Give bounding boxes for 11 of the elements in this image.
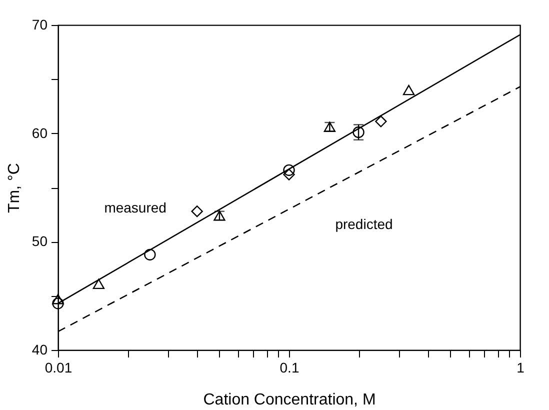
x-tick-label: 0.01	[44, 360, 72, 376]
x-axis-title: Cation Concentration, M	[203, 392, 376, 408]
y-tick-label: 50	[32, 233, 48, 250]
y-tick-label: 70	[32, 16, 48, 32]
x-tick-label: 0.1	[280, 360, 300, 376]
y-tick-label: 60	[32, 124, 48, 141]
x-tick-label: 1	[516, 360, 525, 376]
annotation: measured	[104, 200, 166, 216]
annotation: predicted	[335, 216, 393, 232]
y-tick-label: 40	[32, 342, 48, 358]
y-axis-title: Tm, °C	[6, 163, 23, 213]
